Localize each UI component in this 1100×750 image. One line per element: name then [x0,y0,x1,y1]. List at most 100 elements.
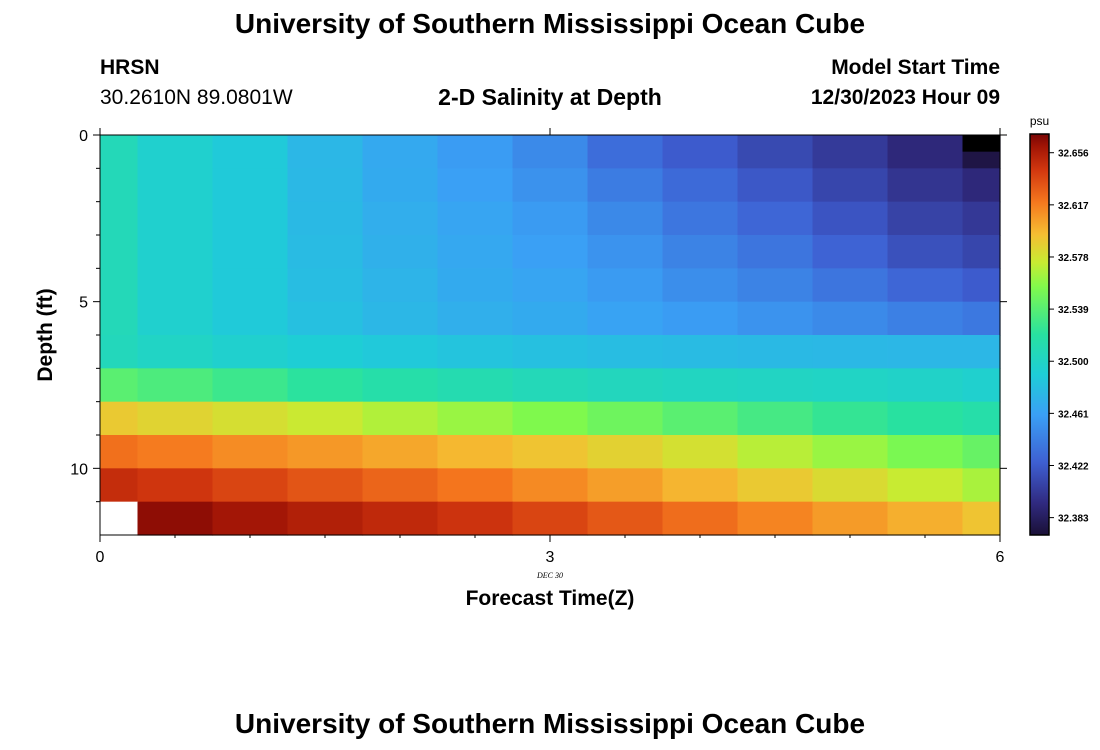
heatmap-cell [362,235,439,269]
heatmap-cell [512,468,589,503]
heatmap-cell [212,435,289,469]
heatmap-cell [100,268,139,303]
page-title: University of Southern Mississippi Ocean… [234,8,866,39]
heatmap-cell [437,501,514,536]
heatmap-cell [100,435,139,469]
heatmap-cell [100,368,139,403]
heatmap-cell [287,435,364,469]
y-axis-title: Depth (ft) [34,288,57,381]
heatmap-cell [962,135,1000,152]
heatmap-cell [662,235,739,269]
heatmap-cell [512,301,589,336]
heatmap-cell [512,268,589,303]
heatmap-cell [437,268,514,303]
colorbar-tick-label: 32.461 [1058,409,1089,420]
heatmap-cell [887,501,964,536]
heatmap-cell [587,435,664,469]
heatmap-cell [812,335,889,369]
heatmap-cell [812,168,889,203]
heatmap-cell [437,401,514,436]
colorbar-unit: psu [1030,114,1049,128]
heatmap-cell [662,168,739,203]
heatmap-cell [737,268,814,303]
colorbar [1029,133,1050,536]
heatmap-cell [587,135,664,169]
heatmap-cell [362,501,439,536]
heatmap-cell [887,201,964,236]
heatmap-cell [887,268,964,303]
heatmap-cell [662,401,739,436]
heatmap-cell [137,301,214,336]
heatmap-cell [212,268,289,303]
heatmap-cell [587,301,664,336]
heatmap-cell [137,435,214,469]
colorbar-tick-label: 32.422 [1058,461,1089,472]
heatmap-cell [812,401,889,436]
heatmap-cell [137,235,214,269]
heatmap-cell [362,201,439,236]
heatmap-cell [887,468,964,503]
footer-title: University of Southern Mississippi Ocean… [234,708,866,739]
heatmap-cell [362,168,439,203]
heatmap-cell [887,135,964,169]
heatmap-cell [362,435,439,469]
heatmap-cell [437,201,514,236]
heatmap-cell [812,135,889,169]
heatmap-cell [287,301,364,336]
heatmap-cell [512,335,589,369]
heatmap-cell [362,401,439,436]
heatmap-cell [662,501,739,536]
colorbar-tick-label: 32.383 [1058,514,1089,525]
heatmap-cell [962,201,1001,236]
y-tick-label: 0 [79,128,88,145]
heatmap-cell [512,368,589,403]
station-coordinates: 30.2610N 89.0801W [100,86,293,109]
heatmap-cell [962,268,1001,303]
heatmap-cell [287,135,364,169]
heatmap-cell [212,401,289,436]
heatmap-cell [812,501,889,536]
heatmap-cell [100,201,139,236]
heatmap-cell [100,401,139,436]
heatmap-cell [962,401,1001,436]
heatmap-cell [287,168,364,203]
heatmap-cell [812,201,889,236]
heatmap-cell [212,335,289,369]
heatmap-cell [662,368,739,403]
heatmap-cell [362,368,439,403]
plot-title: 2-D Salinity at Depth [438,84,662,110]
heatmap-cell [437,135,514,169]
heatmap-cell [962,435,1001,469]
heatmap-cell [100,235,139,269]
heatmap-cell [100,468,139,503]
heatmap-cell [962,368,1001,403]
heatmap-cell [962,468,1001,503]
heatmap-cell [287,335,364,369]
heatmap-cell [287,468,364,503]
heatmap-cell [512,435,589,469]
model-start-label: Model Start Time [831,56,1000,79]
x-date-sublabel: DEC 30 [536,571,563,580]
heatmap-cell [287,501,364,536]
heatmap-cell [212,368,289,403]
heatmap-cell [737,501,814,536]
heatmap-cell [587,201,664,236]
heatmap-cell [962,301,1001,336]
heatmap-cell [662,201,739,236]
x-tick-label: 3 [546,549,555,566]
heatmap-cell [212,468,289,503]
heatmap-cell [437,235,514,269]
heatmap-cell [737,401,814,436]
heatmap-cell [737,468,814,503]
heatmap-cell [512,401,589,436]
heatmap-cell [287,401,364,436]
colorbar-tick-label: 32.656 [1058,149,1089,160]
heatmap-cell [737,435,814,469]
heatmap-cell [587,335,664,369]
heatmap-cell [587,368,664,403]
x-axis-title: Forecast Time(Z) [466,587,635,610]
heatmap-cell [812,268,889,303]
heatmap-cell [512,501,589,536]
heatmap-cell [137,335,214,369]
heatmap-cell [887,368,964,403]
